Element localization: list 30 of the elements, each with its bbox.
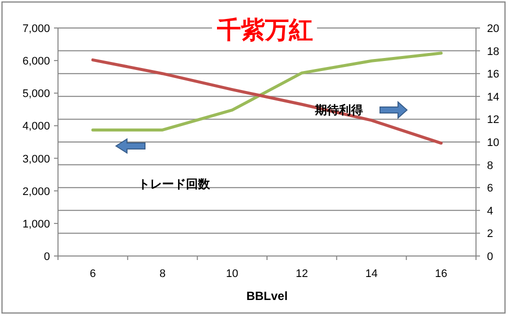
x-tick-label: 16 [435,268,448,280]
line-series [91,52,443,132]
x-tick-label: 8 [159,268,166,280]
y2-tick-label: 14 [487,91,500,104]
y2-tick-label: 12 [487,114,500,126]
x-tick-label: 10 [226,268,238,280]
y-tick-label: 5,000 [22,88,50,100]
x-tick-label: 12 [296,268,308,280]
y2-tick-label: 0 [487,251,494,263]
y-tick-label: 2,000 [22,186,50,198]
y2-tick-label: 16 [487,68,500,81]
x-tick-label: 6 [90,268,96,280]
y2-tick-label: 4 [487,205,494,218]
y-tick-label: 6,000 [22,56,50,68]
y2-tick-label: 10 [487,137,500,149]
y2-tick-label: 20 [487,23,500,35]
y2-tick-label: 2 [487,228,494,240]
y2-tick-label: 18 [487,46,500,58]
y-tick-label: 3,000 [22,153,50,166]
x-axis-title: BBLvel [246,289,288,303]
annotation: トレード回数 [138,177,211,191]
line-series [91,58,443,145]
y2-tick-label: 8 [487,160,494,172]
x-tick-label: 14 [365,268,378,280]
y-tick-label: 1,000 [22,218,50,230]
y-tick-label: 0 [44,251,50,263]
y2-tick-label: 6 [487,182,494,195]
y-tick-label: 7,000 [22,23,50,35]
chart-title: 千紫万紅 [216,17,313,44]
y-tick-label: 4,000 [22,120,50,133]
